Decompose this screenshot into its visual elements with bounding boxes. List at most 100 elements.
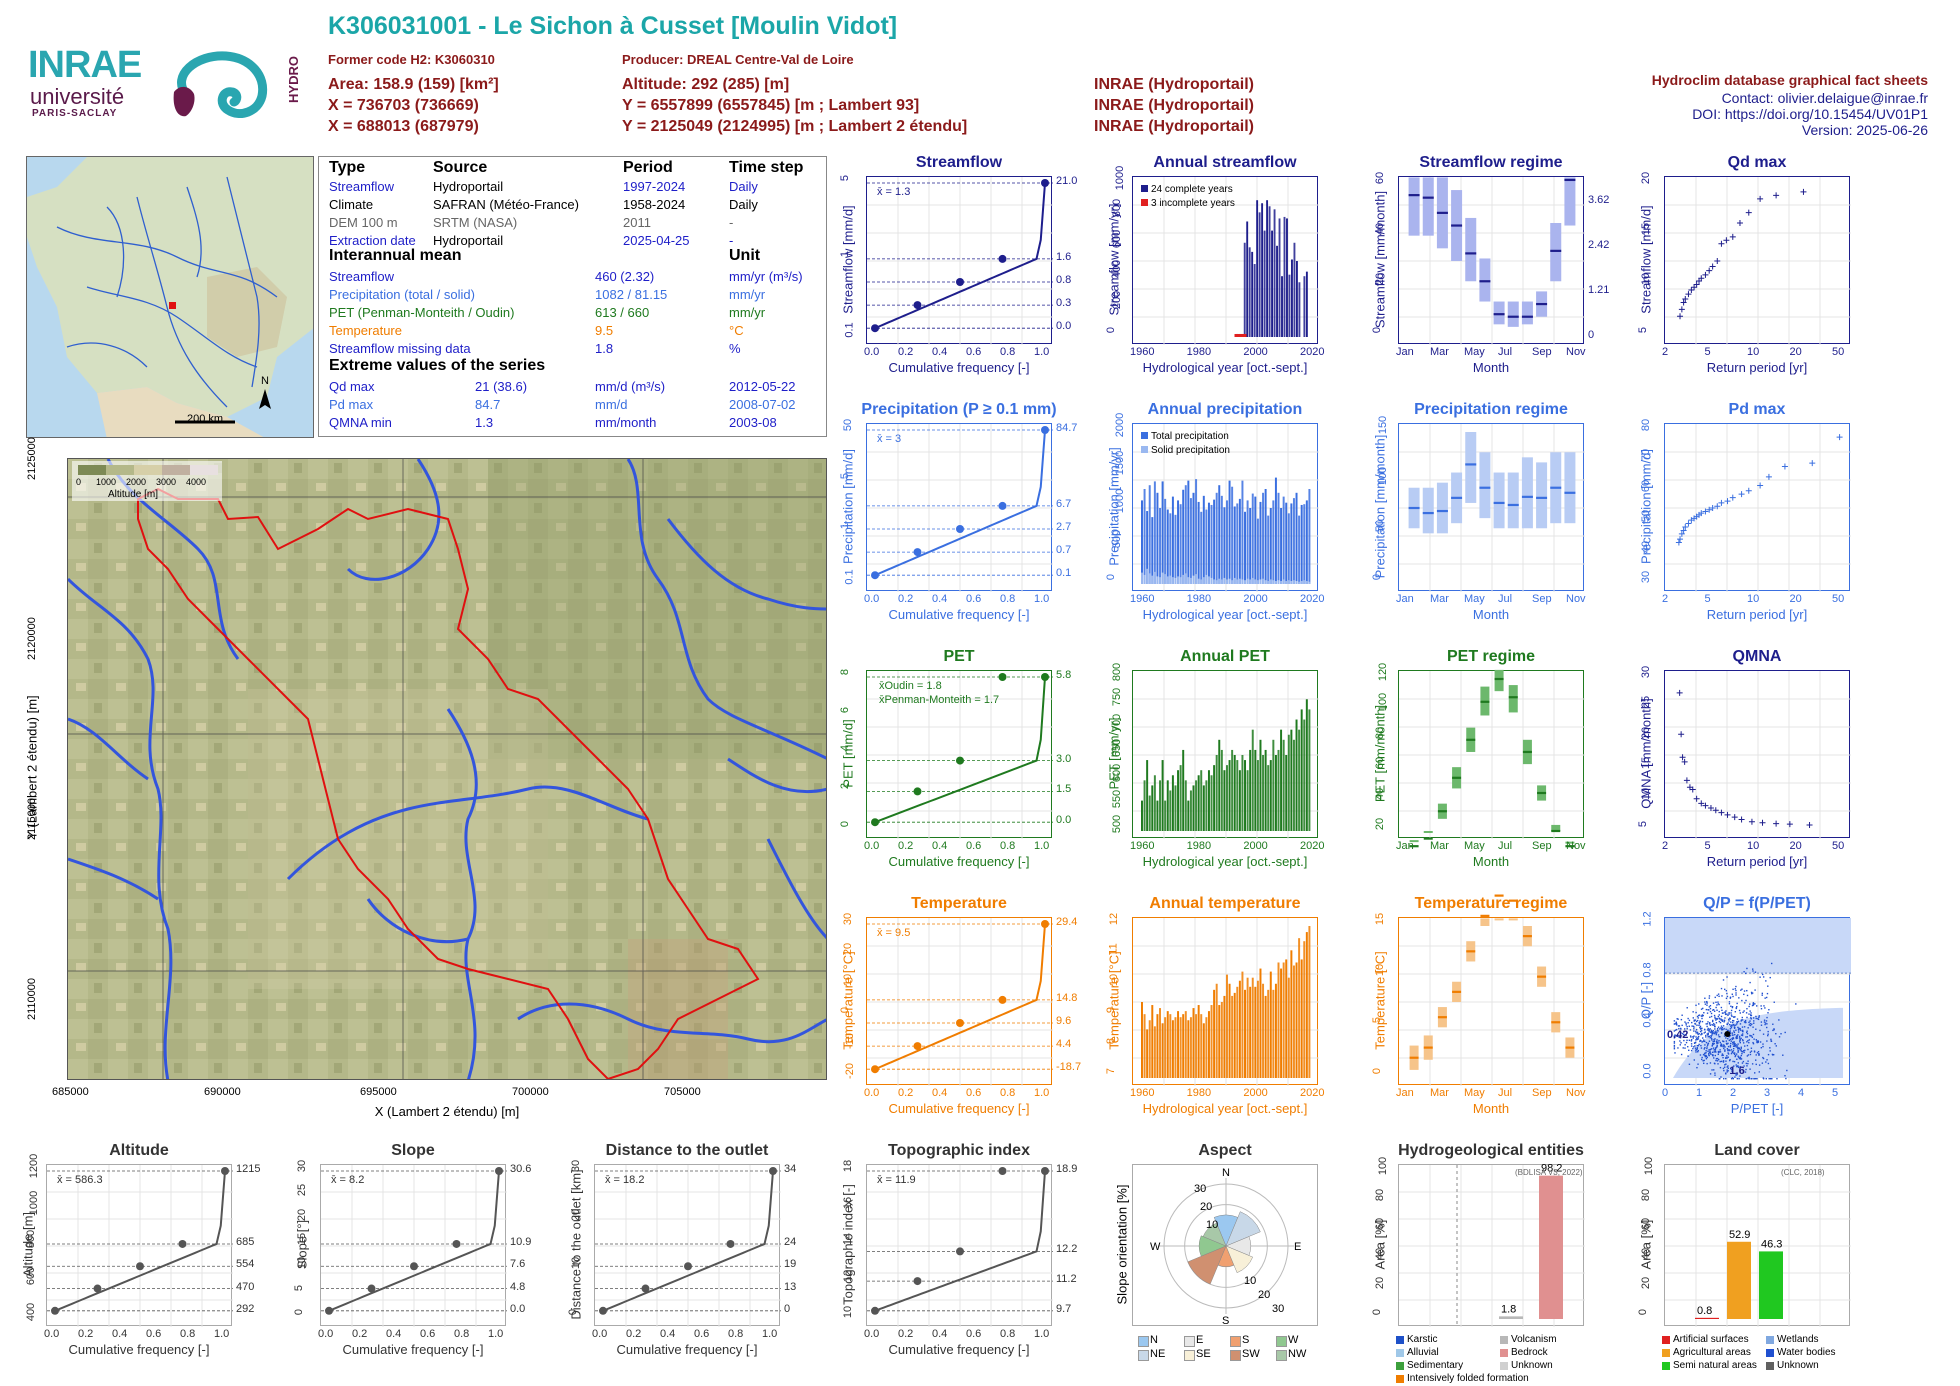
altitude-legend-bar: [78, 465, 218, 475]
chart-xtick: Jul: [1498, 593, 1513, 605]
chart-ytick: 30: [842, 912, 855, 926]
qp-point: [1740, 1050, 1742, 1052]
qp-point: [1718, 1051, 1721, 1053]
annual-bar: [1308, 489, 1311, 584]
chart-ytick: 0.0: [1641, 1063, 1654, 1079]
qp-point: [1714, 1074, 1716, 1076]
qp-point: [1725, 1037, 1727, 1039]
solid-bar: [1246, 578, 1249, 584]
annual-bar: [1189, 498, 1192, 584]
qp-point: [1730, 1014, 1733, 1016]
qp-point: [1721, 1029, 1723, 1031]
category-legend-label: Sedimentary: [1407, 1360, 1464, 1371]
qp-point: [1738, 1035, 1741, 1038]
chart-ytick: 30: [1640, 570, 1653, 584]
chart-ytick: 10: [296, 1257, 309, 1270]
qp-point: [1733, 1020, 1735, 1022]
return-period-point: [1706, 506, 1713, 513]
annual-bar: [1169, 513, 1172, 584]
chart-right-tick: 0.8: [1056, 274, 1072, 286]
qp-point: [1702, 1014, 1704, 1017]
category-bar: [1727, 1241, 1751, 1319]
chart-svg-slope: x̄ = 8.2: [321, 1165, 507, 1327]
qp-point: [1746, 1055, 1749, 1057]
qp-point: [1740, 1019, 1743, 1021]
chart-xtick: 0.0: [864, 1087, 880, 1099]
annual-bar: [1261, 203, 1264, 337]
chart-xtick: 4: [1798, 1087, 1805, 1099]
chart-ytick: 60: [1374, 171, 1387, 185]
qp-point: [1720, 1076, 1722, 1078]
annual-bar: [1148, 485, 1151, 584]
qp-point: [1746, 989, 1748, 992]
chart-xtick: 0.8: [454, 1328, 470, 1340]
qp-point: [1743, 1021, 1746, 1023]
annual-bar: [1179, 504, 1182, 584]
qp-point: [1733, 1053, 1736, 1056]
qp-point: [1693, 1028, 1695, 1030]
return-period-point: [1773, 820, 1780, 827]
qp-point: [1750, 1035, 1753, 1037]
annual-bar: [1200, 511, 1203, 584]
qp-point: [1683, 1039, 1685, 1042]
annual-bar: [1267, 765, 1270, 831]
qp-point: [1697, 1049, 1699, 1052]
qp-point: [1761, 994, 1763, 996]
qp-point: [1730, 1009, 1733, 1012]
chart-title-topographic-index: Topographic index: [888, 1142, 1030, 1159]
qp-point: [1712, 1055, 1714, 1057]
chart-line-altitude: [54, 1170, 226, 1312]
chart-point: [495, 1167, 503, 1175]
annual-bar: [1195, 780, 1198, 831]
solid-bar: [1184, 573, 1187, 584]
qp-point: [1736, 1023, 1738, 1025]
qp-point: [1773, 1028, 1775, 1030]
qp-point: [1690, 1049, 1693, 1052]
qp-point: [1740, 1037, 1742, 1040]
chart-ytick: 15: [1640, 757, 1653, 770]
chart-xtick: 0.8: [1000, 593, 1016, 605]
annual-bar: [1213, 989, 1216, 1078]
solid-bar: [1305, 580, 1308, 584]
chart-xtick: 0.8: [728, 1328, 744, 1340]
annual-bar: [1156, 1014, 1159, 1078]
qp-point: [1747, 1060, 1749, 1062]
chart-xtick: 0.4: [112, 1328, 128, 1340]
qp-point: [1731, 1077, 1734, 1079]
chart-xtick: 0.4: [932, 1087, 948, 1099]
annual-bar: [1264, 995, 1267, 1078]
annual-bar: [1223, 995, 1226, 1078]
chart-svg-hydrogeology: 1.898.2(BDLISA V3, 2022): [1399, 1163, 1585, 1327]
chart-xtick: 0.2: [898, 1087, 914, 1099]
qp-point: [1689, 1029, 1692, 1031]
solid-bar: [1300, 580, 1303, 584]
qp-point: [1741, 1026, 1744, 1028]
qp-point: [1749, 1010, 1751, 1012]
chart-ytick: 12: [842, 1269, 855, 1282]
qp-point: [1742, 1071, 1745, 1073]
chart-ytick: 5: [839, 174, 852, 182]
chart-point: [956, 1247, 964, 1256]
annual-bar: [1151, 517, 1154, 584]
chart-ytick: 0: [293, 1308, 306, 1316]
annual-bar: [1210, 775, 1213, 831]
chart-right-tick: 30.6: [510, 1163, 532, 1175]
chart-right-tick: 3.62: [1588, 194, 1610, 207]
aspect-direction: E: [1294, 1241, 1301, 1253]
qp-point: [1772, 1053, 1775, 1056]
annual-bar: [1283, 216, 1286, 337]
qp-point: [1709, 1022, 1711, 1024]
regime-box: [1465, 432, 1477, 503]
annual-bar: [1187, 1020, 1190, 1078]
annual-bar: [1223, 507, 1226, 584]
qp-point: [1764, 1023, 1766, 1026]
chart-right-tick: 29.4: [1056, 916, 1078, 928]
chart-xlabel-slope: Cumulative frequency [-]: [342, 1342, 484, 1357]
qp-point: [1686, 1039, 1688, 1041]
qp-point: [1724, 1064, 1726, 1066]
qp-point: [1761, 992, 1764, 995]
qp-point: [1697, 1063, 1699, 1065]
return-period-point: [1683, 777, 1690, 784]
chart-right-tick: 9.6: [1056, 1015, 1072, 1027]
qp-point: [1710, 1015, 1713, 1018]
